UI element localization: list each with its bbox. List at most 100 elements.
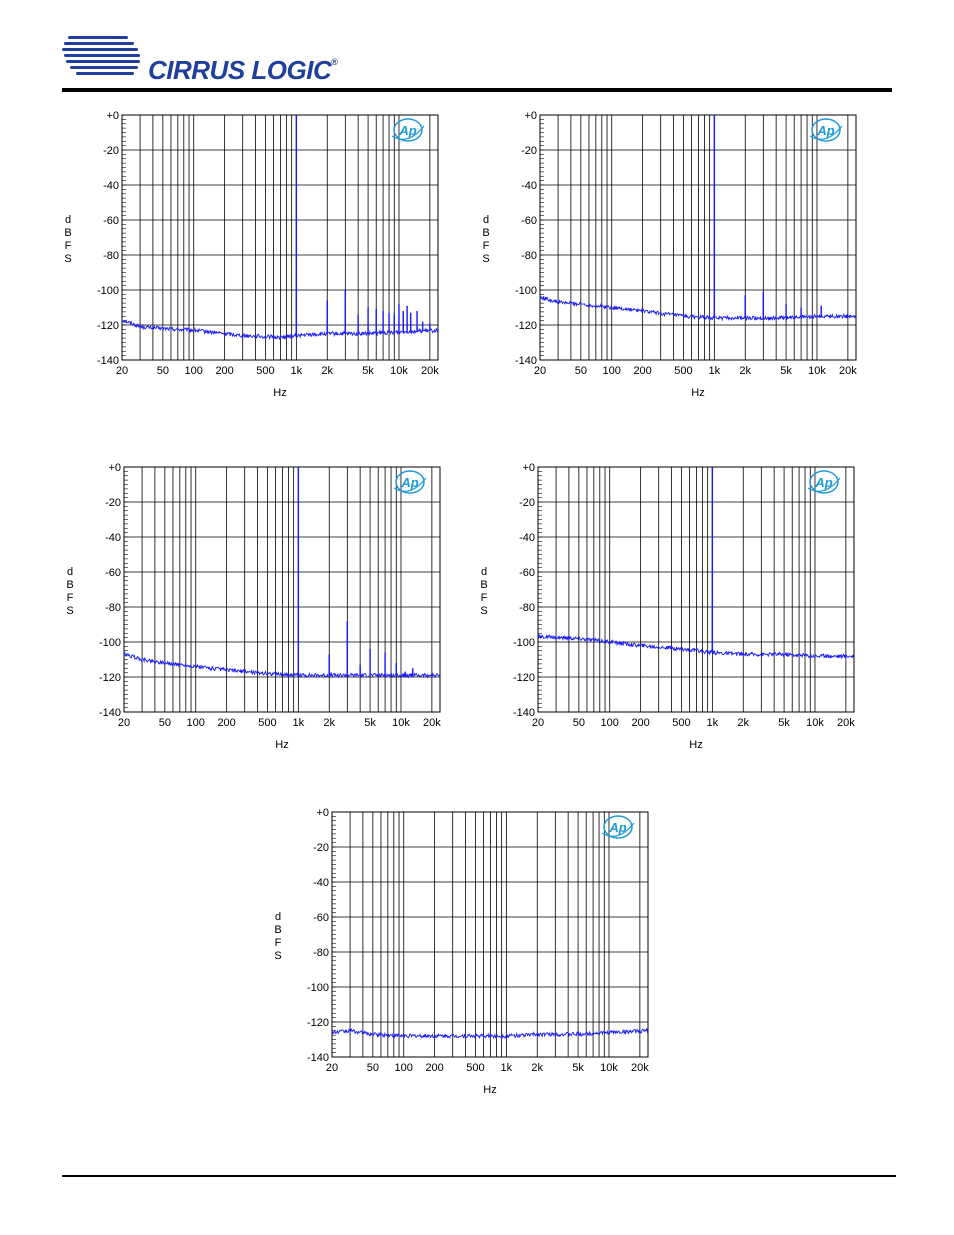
x-tick-label: 20 (326, 1062, 338, 1074)
y-tick-label: -80 (521, 250, 537, 262)
x-tick-label: 100 (185, 365, 203, 377)
x-tick-label: 2k (739, 365, 751, 377)
x-tick-label: 20 (118, 717, 130, 729)
brand-registered-mark: ® (331, 57, 338, 67)
x-tick-label: 20k (837, 717, 855, 729)
fft-chart-4: +0 -20 -40 -60 -80 -100 -120 -140 20 50 100 200 500 1… (476, 460, 896, 760)
y-tick-label: -80 (103, 250, 119, 262)
plot-frame (331, 811, 649, 1058)
ap-logo-icon: Ap (391, 118, 425, 142)
logo-swoosh-icon (62, 36, 140, 75)
ap-badge-text: Ap (400, 475, 418, 490)
y-tick-label: +0 (522, 462, 535, 474)
x-tick-label: 20k (423, 717, 441, 729)
y-tick-label: -140 (513, 707, 535, 719)
x-tick-label: 500 (466, 1062, 484, 1074)
y-tick-label: -120 (515, 320, 537, 332)
x-tick-label: 10k (390, 365, 408, 377)
grid (538, 466, 854, 713)
x-tick-label: 1k (709, 365, 721, 377)
ap-badge-text: Ap (816, 123, 834, 138)
plot-frame (123, 466, 441, 713)
x-tick-label: 100 (395, 1062, 413, 1074)
fft-chart-1: +0 -20 -40 -60 -80 -100 -120 -140 20 50 100 200 500 1… (60, 108, 480, 408)
x-tick-label: 2k (321, 365, 333, 377)
x-tick-label: 100 (603, 365, 621, 377)
x-tick-label: 200 (633, 365, 651, 377)
y-tick-label: +0 (316, 807, 329, 819)
x-tick-label: 2k (737, 717, 749, 729)
x-axis-label: Hz (691, 387, 704, 399)
x-tick-label: 20k (839, 365, 857, 377)
y-tick-label: -20 (105, 497, 121, 509)
y-tick-label: -80 (519, 602, 535, 614)
x-tick-label: 500 (258, 717, 276, 729)
x-tick-label: 1k (291, 365, 303, 377)
ap-logo-icon: Ap (393, 470, 427, 494)
y-tick-label: -140 (307, 1052, 329, 1064)
y-tick-label: -20 (519, 497, 535, 509)
grid (540, 114, 856, 361)
x-axis-label: Hz (275, 739, 288, 751)
y-tick-label: -40 (521, 180, 537, 192)
plot-frame (121, 114, 439, 361)
x-tick-label: 200 (425, 1062, 443, 1074)
fft-chart-2: +0 -20 -40 -60 -80 -100 -120 -140 20 50 100 200 500 1… (478, 108, 898, 408)
y-tick-label: -40 (105, 532, 121, 544)
x-tick-label: 5k (778, 717, 790, 729)
ap-logo-icon: Ap (601, 815, 635, 839)
grid (122, 114, 438, 361)
y-tick-label: -60 (313, 912, 329, 924)
y-tick-label: -120 (97, 320, 119, 332)
brand-name: CIRRUS LOGIC® (148, 55, 338, 86)
x-tick-label: 10k (806, 717, 824, 729)
x-tick-label: 20k (421, 365, 439, 377)
x-tick-label: 10k (392, 717, 410, 729)
fft-chart-5: +0 -20 -40 -60 -80 -100 -120 -140 20 50 100 200 500 1… (270, 805, 690, 1105)
header-rule (62, 88, 892, 92)
x-tick-label: 5k (364, 717, 376, 729)
y-tick-label: -100 (513, 637, 535, 649)
ap-badge-text: Ap (398, 123, 416, 138)
ap-logo-icon: Ap (809, 118, 843, 142)
y-tick-label: -100 (515, 285, 537, 297)
y-tick-label: -120 (307, 1017, 329, 1029)
spectrum-trace (331, 1027, 649, 1040)
x-tick-label: 20 (534, 365, 546, 377)
fft-chart-3: +0 -20 -40 -60 -80 -100 -120 -140 20 50 100 200 500 1… (62, 460, 482, 760)
y-tick-label: -60 (103, 215, 119, 227)
x-tick-label: 1k (707, 717, 719, 729)
y-tick-label: -60 (105, 567, 121, 579)
x-tick-label: 500 (674, 365, 692, 377)
y-tick-label: -100 (307, 982, 329, 994)
x-tick-label: 500 (256, 365, 274, 377)
x-tick-label: 5k (362, 365, 374, 377)
y-tick-label: -140 (515, 355, 537, 367)
y-tick-label: -40 (103, 180, 119, 192)
x-tick-label: 500 (672, 717, 690, 729)
x-tick-label: 10k (808, 365, 826, 377)
x-tick-label: 20 (116, 365, 128, 377)
plot-frame (537, 466, 855, 713)
x-tick-label: 50 (573, 717, 585, 729)
x-tick-label: 1k (293, 717, 305, 729)
y-tick-label: +0 (524, 110, 537, 122)
spectrum-trace (121, 114, 439, 341)
plot-frame (539, 114, 857, 361)
y-tick-label: -20 (103, 145, 119, 157)
x-tick-label: 100 (187, 717, 205, 729)
x-tick-label: 200 (217, 717, 235, 729)
ap-logo-icon: Ap (807, 470, 841, 494)
y-tick-label: -80 (313, 947, 329, 959)
x-tick-label: 5k (572, 1062, 584, 1074)
ap-badge-text: Ap (608, 820, 626, 835)
x-tick-label: 2k (323, 717, 335, 729)
